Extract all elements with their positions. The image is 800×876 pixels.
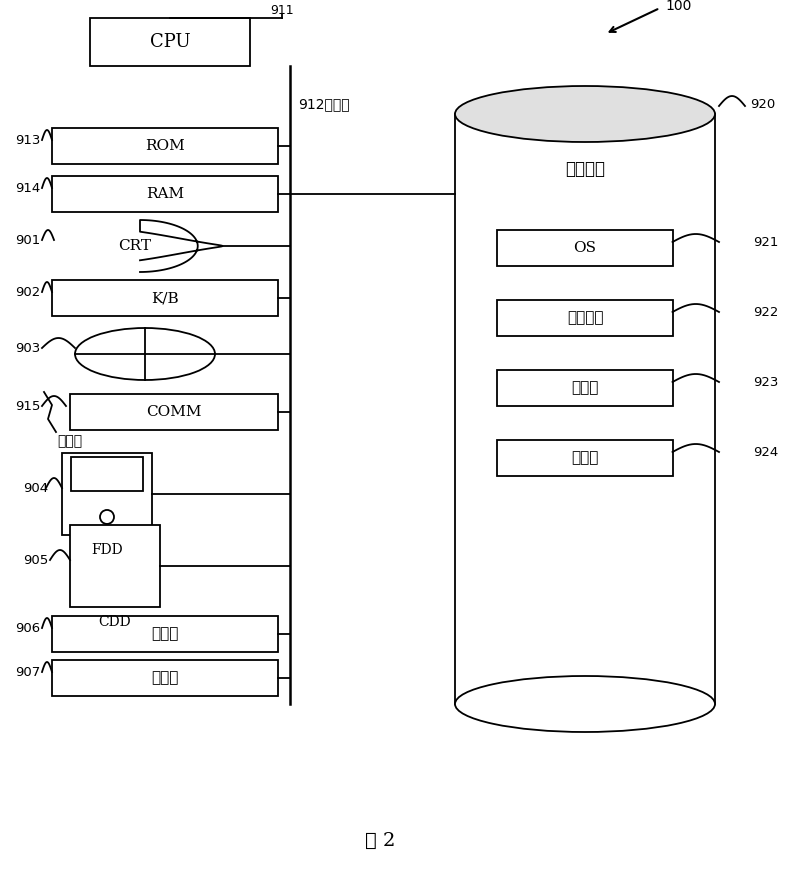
Text: 912：总线: 912：总线 [298,97,350,111]
Text: 924: 924 [753,446,778,458]
Text: 913: 913 [14,133,40,146]
FancyBboxPatch shape [52,660,278,696]
Text: RAM: RAM [146,187,184,201]
FancyBboxPatch shape [498,440,673,476]
Text: 904: 904 [23,482,48,494]
Text: 磁盘装置: 磁盘装置 [565,160,605,178]
Text: 921: 921 [753,236,778,249]
Ellipse shape [455,86,715,142]
Text: COMM: COMM [146,405,202,419]
Text: 922: 922 [753,306,778,319]
Text: 程序组: 程序组 [571,381,598,395]
Text: 915: 915 [14,399,40,413]
Text: CDD: CDD [98,615,131,629]
Text: 打印机: 打印机 [151,627,178,641]
Ellipse shape [75,328,215,380]
Text: 窗口系统: 窗口系统 [566,311,603,325]
FancyBboxPatch shape [498,370,673,406]
FancyBboxPatch shape [62,453,152,535]
FancyBboxPatch shape [498,230,673,266]
FancyBboxPatch shape [52,616,278,652]
Text: 100: 100 [665,0,691,13]
FancyBboxPatch shape [90,18,250,66]
Polygon shape [455,114,715,704]
Text: 905: 905 [22,554,48,567]
Text: 906: 906 [15,621,40,634]
Circle shape [100,510,114,524]
FancyBboxPatch shape [71,457,143,491]
FancyBboxPatch shape [70,525,160,607]
Text: 914: 914 [14,181,40,194]
Text: 文件组: 文件组 [571,451,598,465]
Text: 902: 902 [14,286,40,299]
Text: OS: OS [574,241,597,255]
Text: K/B: K/B [151,291,179,305]
FancyBboxPatch shape [498,300,673,336]
Text: FDD: FDD [91,543,123,557]
Text: 907: 907 [14,666,40,679]
Text: 903: 903 [14,342,40,355]
Text: 901: 901 [14,234,40,246]
Polygon shape [140,220,222,272]
Text: 通信板: 通信板 [57,434,82,448]
FancyBboxPatch shape [52,280,278,316]
Ellipse shape [455,676,715,732]
FancyBboxPatch shape [70,394,278,430]
Text: 扫描仪: 扫描仪 [151,671,178,685]
Text: ROM: ROM [145,139,185,153]
Text: 920: 920 [750,97,775,110]
FancyBboxPatch shape [52,176,278,212]
Text: 图 2: 图 2 [365,832,395,850]
Text: CPU: CPU [150,33,190,51]
FancyBboxPatch shape [52,128,278,164]
Text: 923: 923 [753,376,778,388]
Text: CRT: CRT [118,239,151,253]
Text: 911: 911 [270,4,294,17]
